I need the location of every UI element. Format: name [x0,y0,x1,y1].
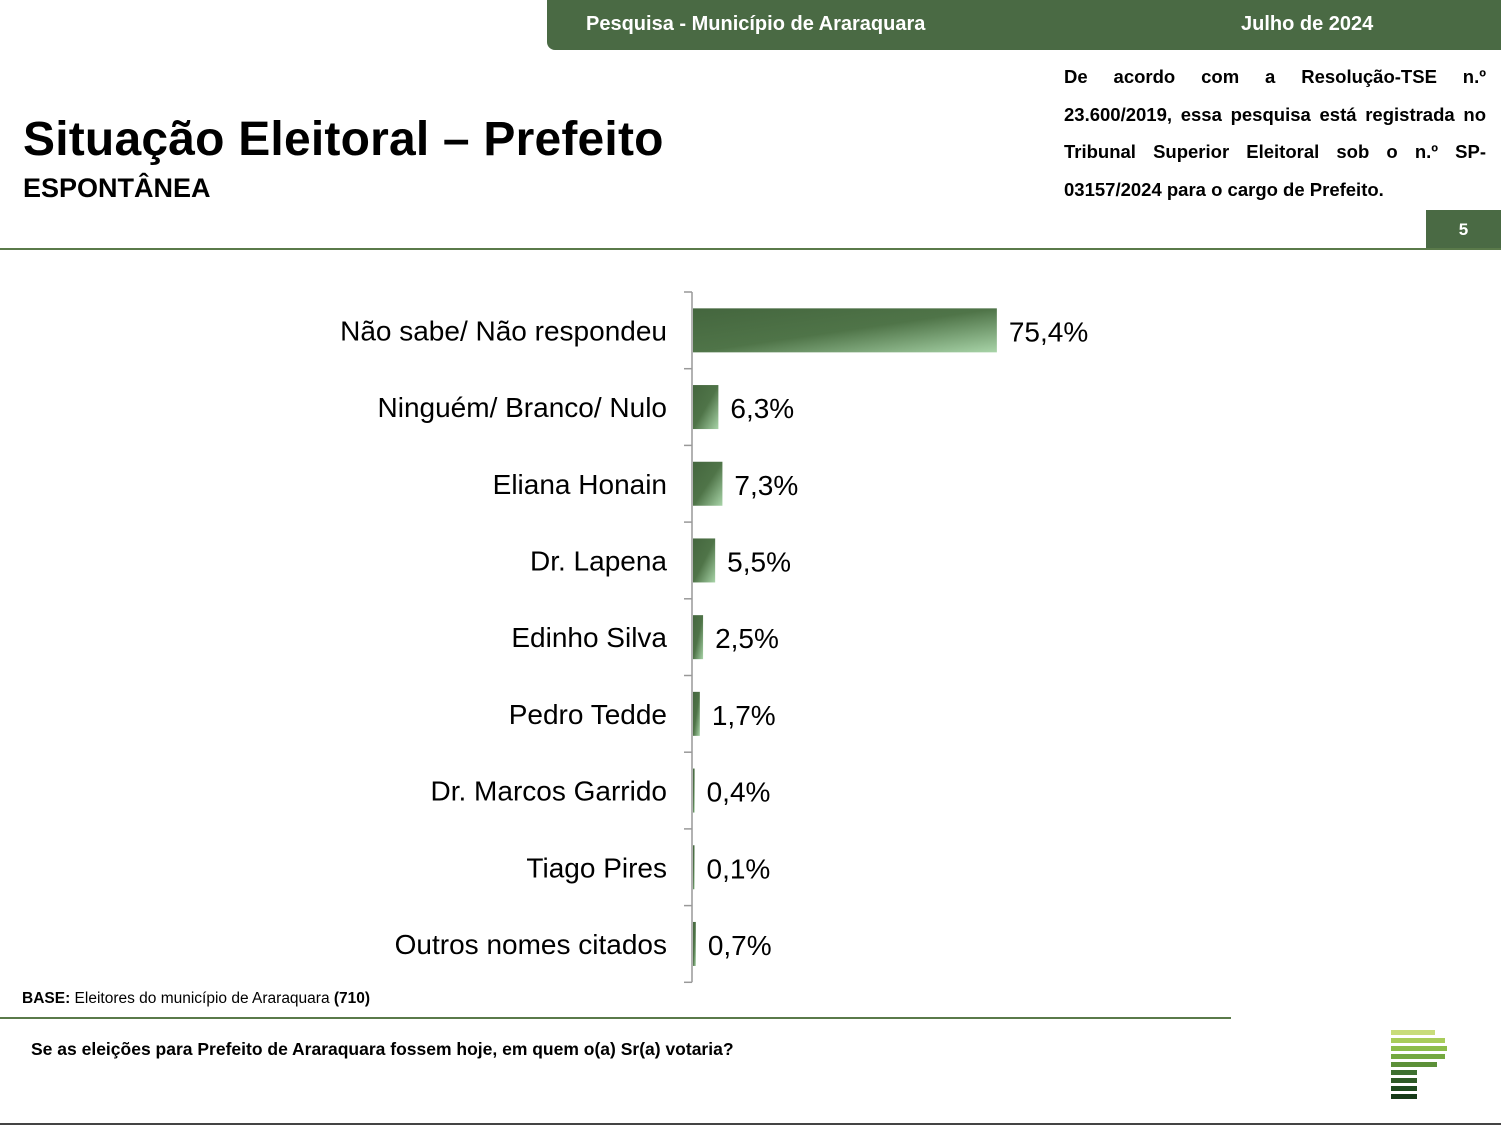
base-count: (710) [333,990,371,1007]
bar [693,308,997,353]
value-label: 1,7% [712,700,776,731]
base-note: BASE: Eleitores do município de Araraqua… [22,990,370,1008]
base-label: BASE: [22,990,71,1007]
bar [693,691,700,736]
registration-note: De acordo com a Resolução-TSE n.º 23.600… [1064,66,1486,200]
survey-question: Se as eleições para Prefeito de Araraqua… [31,1039,734,1059]
value-label: 5,5% [727,546,791,577]
category-label: Não sabe/ Não respondeu [340,315,667,346]
bar [693,461,723,506]
footer-divider [0,1017,1231,1019]
header-divider [0,248,1501,250]
value-label: 0,7% [708,930,772,961]
survey-label: Pesquisa - Município de Araraquara [586,13,926,35]
company-logo [1391,1030,1447,1099]
category-label: Edinho Silva [511,622,667,653]
bar [693,385,719,430]
page-subtitle: ESPONTÂNEA [23,173,211,203]
category-label: Dr. Marcos Garrido [431,776,668,807]
bar-chart: Não sabe/ Não respondeu 75,4% Ninguém/ Bra… [340,291,1088,984]
page-number: 5 [1458,219,1469,239]
category-label: Ninguém/ Branco/ Nulo [378,392,667,423]
value-label: 7,3% [734,470,798,501]
bar [693,538,716,583]
value-label: 6,3% [730,393,794,424]
top-banner: Pesquisa - Município de Araraquara Julho… [547,0,1501,50]
category-label: Tiago Pires [526,852,667,883]
bar [693,845,695,890]
category-label: Pedro Tedde [509,699,667,730]
bottom-border [0,1123,1501,1125]
value-label: 2,5% [715,623,779,654]
bar [693,768,695,813]
date-label: Julho de 2024 [1241,13,1374,35]
category-label: Dr. Lapena [530,545,667,576]
value-label: 75,4% [1009,316,1088,347]
category-label: Eliana Honain [493,469,667,500]
bar [693,921,696,966]
page-number-badge: 5 [1426,210,1501,249]
page-title: Situação Eleitoral – Prefeito [23,113,664,166]
value-label: 0,4% [707,777,771,808]
base-text: Eleitores do município de Araraquara [70,990,334,1007]
bar [693,615,704,660]
category-label: Outros nomes citados [395,929,667,960]
value-label: 0,1% [707,853,771,884]
